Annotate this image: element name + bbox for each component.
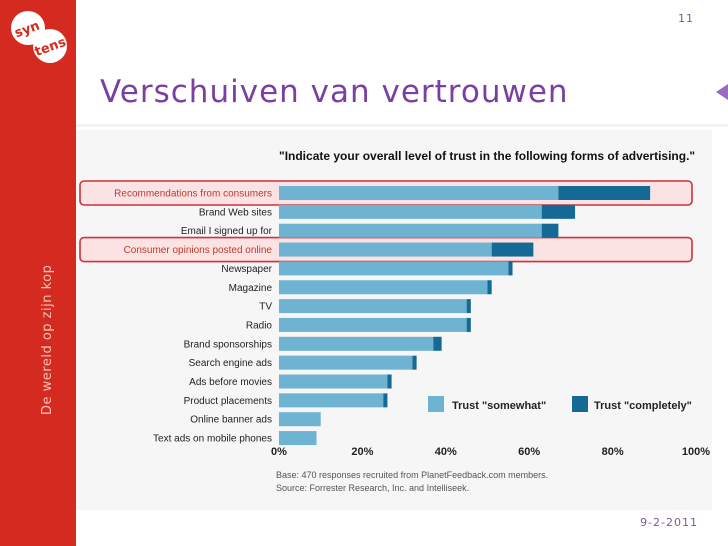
bar-somewhat	[279, 412, 321, 427]
next-arrow-icon[interactable]	[716, 84, 728, 100]
trust-chart: "Indicate your overall level of trust in…	[79, 149, 710, 493]
bar-somewhat	[279, 431, 317, 446]
sidebar-caption: De wereld op zijn kop	[40, 264, 55, 415]
bar-somewhat	[279, 223, 542, 238]
x-tick-label: 60%	[518, 446, 540, 458]
category-label: Search engine ads	[189, 358, 272, 369]
chart-note: Source: Forrester Research, Inc. and Int…	[276, 483, 469, 493]
category-label: Ads before movies	[189, 377, 272, 388]
category-label: Text ads on mobile phones	[153, 434, 272, 445]
bar-somewhat	[279, 261, 509, 276]
bar-completely	[433, 336, 442, 351]
category-label: Consumer opinions posted online	[124, 245, 273, 256]
category-label: Brand Web sites	[199, 207, 272, 218]
category-label: Email I signed up for	[181, 226, 273, 237]
legend-label-completely: Trust "completely"	[594, 400, 692, 412]
bar-completely	[387, 374, 392, 389]
category-label: Radio	[246, 320, 273, 331]
category-label: Brand sponsorships	[184, 339, 272, 350]
sidebar	[0, 0, 76, 546]
slide-title: Verschuiven van vertrouwen	[100, 74, 569, 110]
legend-label-somewhat: Trust "somewhat"	[452, 400, 546, 412]
x-tick-label: 100%	[682, 446, 710, 458]
category-label: Newspaper	[221, 264, 272, 275]
category-label: Recommendations from consumers	[114, 189, 272, 200]
bar-somewhat	[279, 186, 559, 200]
category-label: Product placements	[184, 396, 272, 407]
slide-date: 9-2-2011	[640, 516, 698, 529]
bar-completely	[383, 393, 388, 408]
syntens-logo: syn tens	[11, 11, 68, 63]
bar-completely	[487, 280, 492, 295]
bar-somewhat	[279, 280, 488, 295]
bar-completely	[508, 261, 513, 276]
bar-somewhat	[279, 204, 542, 219]
bar-completely	[466, 299, 471, 314]
title-divider	[76, 124, 728, 127]
category-label: TV	[259, 302, 272, 313]
x-tick-label: 80%	[602, 446, 624, 458]
category-label: Online banner ads	[190, 415, 272, 426]
bar-somewhat	[279, 317, 467, 332]
bar-completely	[491, 242, 534, 257]
bar-somewhat	[279, 336, 434, 351]
bar-somewhat	[279, 355, 413, 370]
logo-circle-bottom	[33, 29, 67, 63]
x-tick-label: 40%	[435, 446, 457, 458]
x-tick-label: 20%	[351, 446, 373, 458]
category-label: Magazine	[229, 283, 273, 294]
bar-somewhat	[279, 299, 467, 314]
bar-somewhat	[279, 374, 388, 389]
x-tick-label: 0%	[271, 446, 287, 458]
bar-completely	[558, 186, 651, 200]
bar-completely	[412, 355, 417, 370]
slide-number: 11	[678, 12, 694, 25]
bar-somewhat	[279, 393, 384, 408]
chart-title: "Indicate your overall level of trust in…	[279, 149, 695, 163]
bar-completely	[541, 223, 559, 238]
bar-completely	[541, 204, 576, 219]
legend-swatch-completely	[572, 396, 588, 412]
bar-completely	[466, 317, 471, 332]
chart-note: Base: 470 responses recruited from Plane…	[276, 470, 548, 480]
legend-swatch-somewhat	[428, 396, 444, 412]
bar-somewhat	[279, 242, 492, 257]
